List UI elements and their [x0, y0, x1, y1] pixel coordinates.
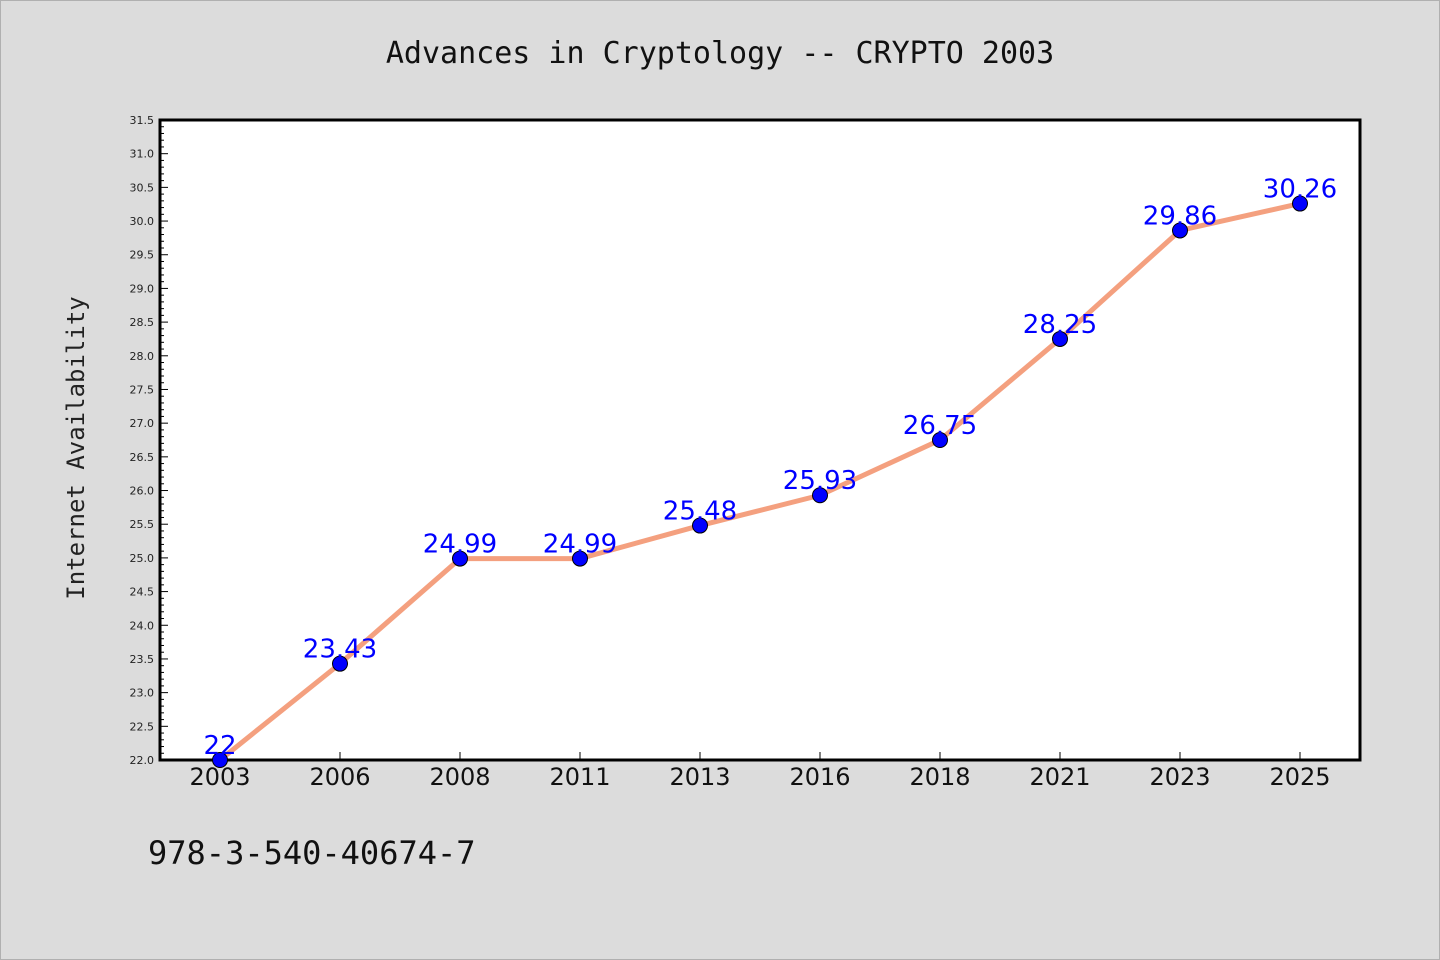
x-tick-label: 2018	[909, 763, 970, 791]
y-tick-label: 23.0	[130, 687, 155, 700]
data-point	[812, 487, 828, 504]
data-point	[212, 752, 228, 768]
y-tick-label: 25.5	[130, 518, 155, 531]
y-tick-label: 27.0	[130, 417, 155, 430]
series-line	[217, 201, 1303, 763]
y-tick-label: 31.5	[130, 114, 155, 127]
markers-group	[212, 195, 1308, 768]
data-point	[932, 432, 948, 448]
data-point	[1292, 195, 1308, 212]
y-tick-label: 22.0	[130, 754, 155, 767]
y-tick-label: 31.0	[130, 148, 155, 161]
y-tick-label: 30.0	[130, 215, 155, 228]
data-label: 28.25	[1023, 310, 1097, 340]
series-line-group	[217, 201, 1303, 763]
y-tick-label: 29.0	[130, 282, 155, 295]
data-labels-group: 22 23.43 24.99 24.99 25.48 25.93 26.75 28.25 29.…	[203, 175, 1337, 761]
x-tick-label: 2025	[1269, 763, 1330, 791]
plot-area	[158, 118, 1362, 762]
y-tick-label: 27.5	[130, 383, 155, 396]
data-label: 24.99	[543, 530, 617, 560]
data-label: 30.26	[1263, 175, 1337, 205]
x-tick-label: 2008	[429, 763, 490, 791]
data-label: 25.93	[783, 466, 857, 496]
x-tick-label: 2023	[1149, 763, 1210, 791]
data-label: 29.86	[1143, 201, 1217, 231]
data-point	[572, 550, 588, 567]
y-tick-label: 22.5	[130, 720, 155, 733]
data-point	[332, 655, 348, 672]
y-tick-label: 25.0	[130, 552, 155, 565]
data-label: 22	[203, 731, 236, 761]
y-axis: 22.0 22.5 23.0 23.5 24.0 24.5 25.0 25.5 26.0 26.5…	[130, 114, 168, 767]
data-point	[1172, 222, 1188, 239]
data-label: 24.99	[423, 530, 497, 560]
x-tick-label: 2011	[549, 763, 610, 791]
data-label: 23.43	[303, 635, 377, 665]
data-label: 25.48	[663, 497, 737, 527]
y-tick-label: 30.5	[130, 181, 155, 194]
y-tick-label: 23.5	[130, 653, 155, 666]
chart-title: Advances in Cryptology -- CRYPTO 2003	[386, 36, 1054, 71]
x-tick-label: 2013	[669, 763, 730, 791]
y-tick-label: 28.5	[130, 316, 155, 329]
y-tick-label: 28.0	[130, 350, 155, 363]
y-axis-label: Internet Availability	[62, 296, 90, 599]
y-tick-label: 26.0	[130, 485, 155, 498]
x-tick-label: 2006	[309, 763, 370, 791]
x-tick-label: 2021	[1029, 763, 1090, 791]
x-tick-label: 2016	[789, 763, 850, 791]
y-tick-label: 24.5	[130, 586, 155, 599]
data-point	[692, 517, 708, 534]
data-point	[1052, 330, 1068, 347]
x-axis: 2003 2006 2008 2011 2013 2016 2018 2021 2023 2025	[189, 752, 1331, 791]
y-tick-label: 26.5	[130, 451, 155, 464]
isbn-footer: 978-3-540-40674-7	[148, 834, 476, 872]
y-tick-label: 29.5	[130, 249, 155, 262]
data-label: 26.75	[903, 411, 977, 441]
data-point	[452, 550, 468, 567]
y-tick-label: 24.0	[130, 619, 155, 632]
